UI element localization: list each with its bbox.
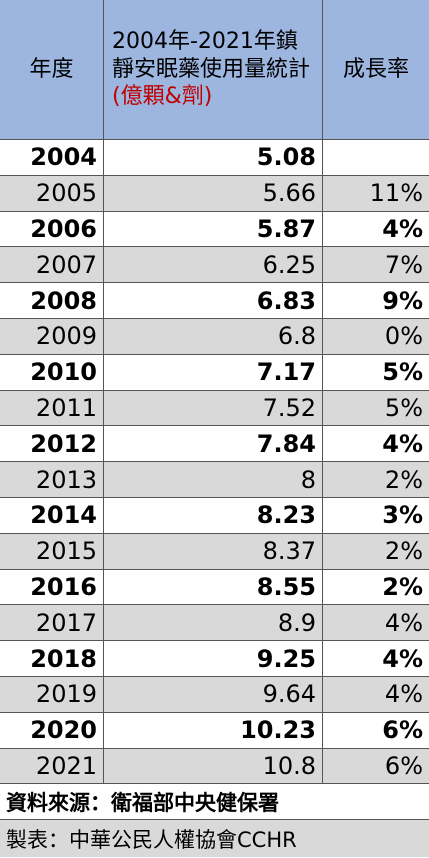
table-cell: 3% [382, 501, 423, 530]
table-cell: 9.64 [104, 676, 323, 712]
table-row: 2008 6.83 9% [0, 283, 429, 319]
table-cell: 2016 [0, 569, 104, 605]
header-title: 2004年-2021年鎮靜安眠藥使用量統計 [112, 29, 311, 82]
table-body: 2004 5.08 2005 5.66 11% 2006 5.87 4% 2007 6.25 7% 2… [0, 140, 429, 785]
table-cell: 2004 [0, 140, 104, 175]
table-row: 2014 8.23 3% [0, 497, 429, 534]
table-cell: 2010 [0, 354, 104, 390]
table-cell: 2012 [0, 426, 104, 462]
header-unit: (億顆&劑) [112, 84, 213, 110]
table-cell: 2011 [0, 390, 104, 426]
table-cell: 7.84 [104, 426, 323, 462]
table-cell: 8 [104, 462, 323, 497]
table-cell [323, 140, 429, 175]
table-cell: 7.17 [104, 354, 323, 390]
table-cell: 2006 [0, 211, 104, 247]
header-cell: 2004年-2021年鎮靜安眠藥使用量統計(億顆&劑) [104, 0, 323, 139]
table-cell: 6.83 [104, 283, 323, 318]
table-cell: 4% [382, 214, 423, 243]
table-cell: 8.37 [104, 533, 323, 569]
table-cell: 4% [384, 608, 423, 637]
table-row: 2007 6.25 7% [0, 247, 429, 284]
table-cell: 9% [382, 286, 423, 315]
table-row: 2005 5.66 11% [0, 175, 429, 212]
table-cell: 5.87 [104, 211, 323, 247]
table-cell: 9.25 [104, 641, 323, 676]
table-cell: 8.55 [104, 569, 323, 605]
table-cell: 10.23 [104, 712, 323, 748]
table-row: 2010 7.17 5% [0, 354, 429, 391]
table-row: 2009 6.8 0% [0, 318, 429, 355]
table-row: 2011 7.52 5% [0, 390, 429, 427]
table-cell: 2014 [0, 497, 104, 533]
table-cell: 5% [384, 393, 423, 422]
table-cell: 10.8 [104, 748, 323, 784]
table-cell: 5.66 [104, 175, 323, 211]
table-cell: 2019 [0, 676, 104, 712]
table-row: 2013 8 2% [0, 462, 429, 498]
table-cell: 5.08 [104, 140, 323, 175]
source-note: 資料來源：衛福部中央健保署 [0, 784, 429, 821]
header-cell: 成長率 [342, 56, 409, 82]
table-cell: 2005 [0, 175, 104, 211]
table-cell: 2009 [0, 318, 104, 354]
table-cell: 7.52 [104, 390, 323, 426]
table-cell: 2008 [0, 283, 104, 318]
table-cell: 2% [384, 465, 423, 494]
table-cell: 7% [384, 250, 423, 279]
table-row: 2015 8.37 2% [0, 533, 429, 570]
table-cell: 6.8 [104, 318, 323, 354]
table-cell: 2007 [0, 247, 104, 283]
table-cell: 2021 [0, 748, 104, 784]
table-cell: 0% [384, 322, 423, 351]
table-cell: 4% [384, 680, 423, 709]
table-cell: 5% [382, 358, 423, 387]
table-cell: 2020 [0, 712, 104, 748]
table-cell: 2% [384, 537, 423, 566]
table-cell: 2018 [0, 641, 104, 676]
table-cell: 11% [369, 179, 423, 208]
header-row: 年度 2004年-2021年鎮靜安眠藥使用量統計(億顆&劑) 成長率 [0, 0, 429, 140]
table-row: 2012 7.84 4% [0, 426, 429, 463]
table-row: 2004 5.08 [0, 140, 429, 176]
table-cell: 2% [382, 572, 423, 601]
table-row: 2017 8.9 4% [0, 605, 429, 642]
table-row: 2018 9.25 4% [0, 641, 429, 677]
table-cell: 6% [382, 716, 423, 745]
table-cell: 2013 [0, 462, 104, 497]
maker-note: 製表：中華公民人權協會CCHR [0, 820, 429, 858]
table-cell: 6% [384, 751, 423, 780]
table-cell: 4% [382, 644, 423, 673]
table-row: 2021 10.8 6% [0, 748, 429, 785]
table-cell: 2015 [0, 533, 104, 569]
table-cell: 4% [382, 429, 423, 458]
table-row: 2020 10.23 6% [0, 712, 429, 749]
table-row: 2006 5.87 4% [0, 211, 429, 248]
table-row: 2016 8.55 2% [0, 569, 429, 606]
table-cell: 2017 [0, 605, 104, 641]
table-cell: 8.23 [104, 497, 323, 533]
header-cell: 年度 [0, 0, 104, 139]
table-row: 2019 9.64 4% [0, 676, 429, 713]
table-cell: 6.25 [104, 247, 323, 283]
header-text: 2004年-2021年鎮靜安眠藥使用量統計(億顆&劑) [112, 28, 314, 111]
table-cell: 8.9 [104, 605, 323, 641]
